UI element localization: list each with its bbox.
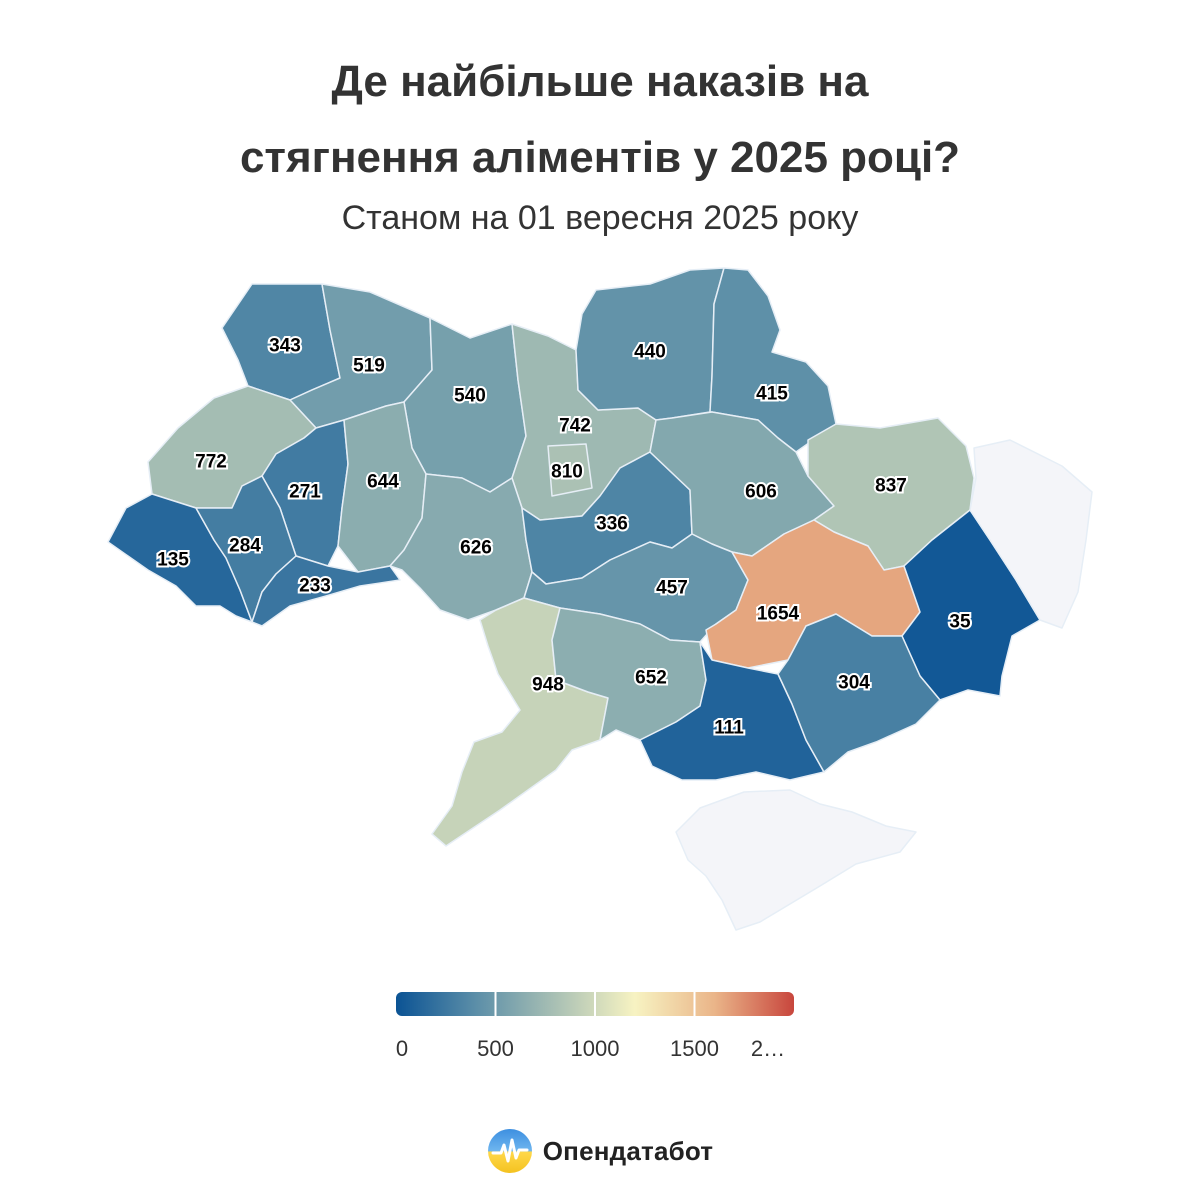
color-legend: 0 500 1000 1500 2… [396,992,794,1061]
brand-logo-icon [487,1129,532,1173]
brand-logo: Опендатабот [0,1128,1200,1174]
region-value-label-kherson: 111 [714,718,744,739]
region-value-label-cherkasy: 336 [596,514,628,535]
region-value-label-ivano-frankivsk: 284 [229,536,261,557]
labels-layer: 343 519 540 742 810 440 415 772 271 644 626 336 606 8… [155,334,973,741]
legend-tick-label: 1500 [670,1036,719,1061]
region-crimea[interactable] [675,789,917,931]
region-value-label-dnipropetrovsk: 1654 [757,604,800,625]
region-value-label-odesa: 948 [532,675,564,696]
legend-tick-label: 0 [396,1036,408,1061]
region-luhansk[interactable] [969,439,1093,629]
chart-title-line-1: Де найбільше наказів на [331,57,869,106]
region-kyiv-city[interactable] [547,443,593,497]
region-value-label-vinnytsia: 626 [460,538,492,559]
region-kherson[interactable] [639,641,825,781]
region-value-label-chernivtsi: 233 [299,576,331,597]
region-value-label-rivne: 519 [353,356,385,377]
brand-name: Опендатабот [542,1135,714,1166]
region-value-label-volyn: 343 [269,336,301,357]
region-value-label-ternopil: 271 [289,482,321,503]
region-value-label-donetsk: 35 [949,612,971,633]
legend-tick-label: 500 [477,1036,514,1061]
region-chernivtsi[interactable] [251,555,401,627]
region-value-label-sumy: 415 [756,384,788,405]
region-value-label-kyiv-city: 810 [551,462,583,483]
region-value-label-poltava: 606 [745,482,777,503]
legend-tick-label: 2… [751,1036,785,1061]
region-zaporizhzhia[interactable] [777,613,941,773]
region-value-label-mykolaiv: 652 [635,668,667,689]
region-value-label-zaporizhzhia: 304 [838,673,870,694]
chart-subtitle: Станом на 01 вересня 2025 року [341,199,859,237]
region-value-label-kharkiv: 837 [875,476,907,497]
regions-layer [107,267,1093,931]
region-value-label-kyiv-oblast: 742 [559,416,591,437]
legend-tick-label: 1000 [571,1036,620,1061]
chart-title-line-2: стягнення аліментів у 2025 році? [239,133,961,182]
region-value-label-zhytomyr: 540 [454,386,486,407]
region-value-label-zakarpattia: 135 [157,550,189,571]
region-value-label-kirovohrad: 457 [656,578,688,599]
chart-title: Де найбільше наказів на стягнення алімен… [0,44,1200,196]
region-value-label-lviv: 772 [195,452,227,473]
region-value-label-khmelnytskyi: 644 [367,472,399,493]
region-value-label-chernihiv: 440 [634,342,666,363]
